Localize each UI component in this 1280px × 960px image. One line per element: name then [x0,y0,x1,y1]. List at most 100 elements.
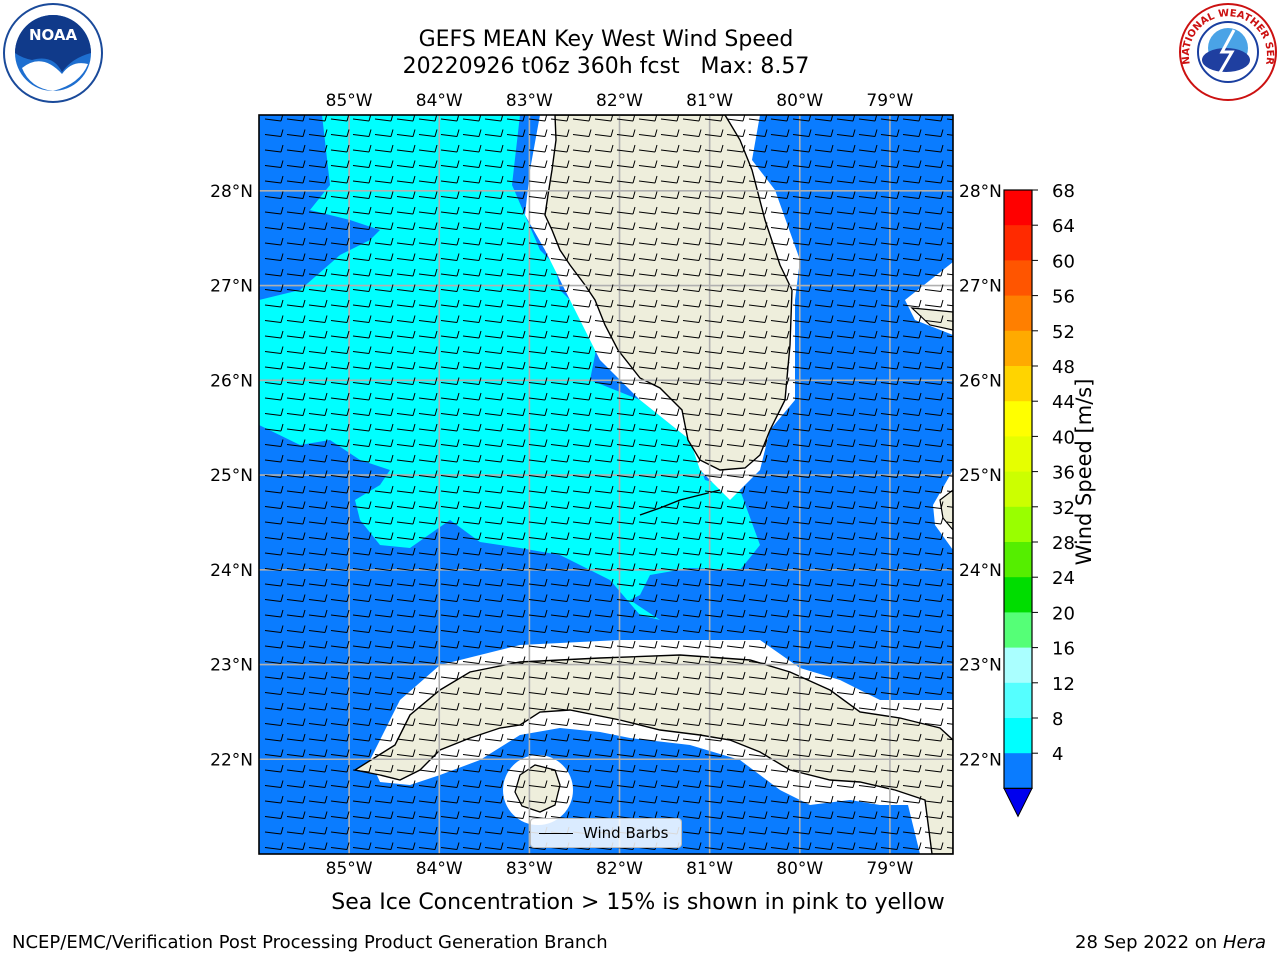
wind-barb [858,346,878,354]
wind-barb [616,516,636,525]
wind-barb [506,160,526,168]
wind-barb [572,346,592,354]
wind-barb [814,191,834,199]
wind-barb [506,191,526,199]
wind-barb [594,625,614,633]
wind-barb [814,392,834,401]
wind-barb [858,330,878,339]
wind-barb [682,749,702,757]
wind-barb [814,377,834,385]
wind-barb [572,392,592,401]
wind-barb [484,656,504,664]
wind-barb [352,439,372,447]
wind-barb [462,640,482,649]
wind-barb [286,191,306,199]
wind-barb [418,578,438,587]
wind-barb [880,191,900,199]
wind-barb [286,780,306,788]
wind-barb [836,330,856,339]
wind-barb [374,284,394,292]
wind-barb [286,222,306,230]
wind-barb [484,206,504,215]
wind-barb [308,516,328,525]
wind-barb [550,315,570,323]
wind-barb [396,795,416,804]
wind-barb [352,129,372,137]
wind-barb [440,780,460,788]
wind-barb [594,594,614,602]
wind-barb [330,361,350,370]
wind-barb [748,361,768,370]
wind-barb [770,175,790,184]
wind-barb [396,625,416,633]
wind-barb [396,284,416,292]
wind-barb [814,485,834,494]
wind-barb [440,144,460,153]
wind-barb [440,237,460,246]
wind-barb [638,160,658,168]
wind-barb [858,392,878,401]
wind-barb [374,687,394,695]
wind-barb [858,315,878,323]
wind-barb [484,160,504,168]
wind-barb [484,222,504,230]
wind-barb [638,656,658,664]
wind-barb [946,320,953,322]
wind-barb [770,702,790,711]
wind-barb [550,547,570,556]
colorbar-segment [1004,682,1032,719]
wind-barb [616,485,636,494]
wind-barb [880,330,900,339]
wind-barb [682,811,702,819]
wind-barb [418,485,438,494]
wind-barb [440,718,460,726]
wind-barb [440,501,460,509]
wind-barb [946,754,953,756]
wind-barb [638,454,658,463]
wind-barb [748,656,768,664]
wind-barb [924,315,944,323]
wind-barb [550,361,570,370]
wind-barb [528,594,548,602]
wind-barb [704,191,724,199]
wind-barb [440,315,460,323]
wind-barb [374,330,394,339]
wind-barb [858,408,878,416]
wind-barb [924,439,944,447]
wind-barb [352,532,372,540]
wind-barb [264,315,284,323]
wind-barb [286,470,306,478]
wind-barb [748,671,768,680]
wind-barb [902,191,922,199]
wind-barb [814,625,834,633]
wind-barb [308,439,328,447]
wind-barb [946,506,953,508]
wind-barb [902,315,922,323]
wind-barb [506,795,526,804]
wind-barb [484,268,504,277]
wind-barb [396,299,416,308]
wind-barb [308,609,328,618]
wind-barb [924,392,944,401]
wind-barb [264,330,284,339]
wind-barb [440,749,460,757]
wind-barb [792,346,812,354]
wind-barb [528,423,548,432]
lat-label-left: 26°N [210,371,253,391]
wind-barb [880,392,900,401]
wind-barb [638,516,658,525]
wind-barb [836,563,856,571]
wind-barb [924,129,944,137]
wind-barb [264,640,284,649]
wind-barb [330,392,350,401]
wind-barb [418,532,438,540]
wind-barb [638,594,658,602]
wind-barb [352,191,372,199]
wind-barb [352,330,372,339]
wind-barb [858,718,878,726]
wind-barb [616,392,636,401]
wind-barb [880,547,900,556]
wind-barb [506,625,526,633]
wind-barb [440,671,460,680]
wind-barb [748,702,768,711]
